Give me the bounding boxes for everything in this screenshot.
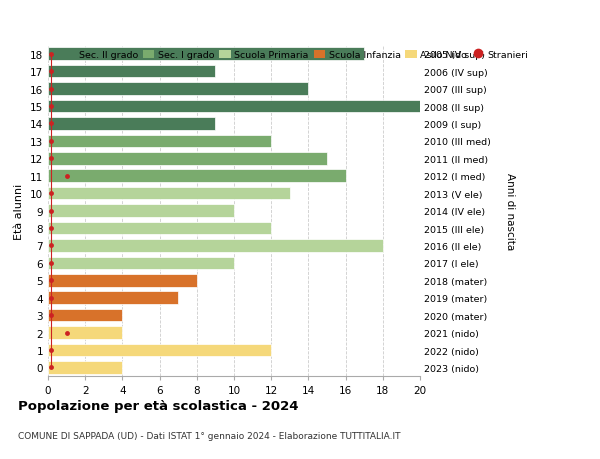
Bar <box>48 153 327 165</box>
Text: Popolazione per età scolastica - 2024: Popolazione per età scolastica - 2024 <box>18 399 299 412</box>
Bar <box>48 187 290 200</box>
Bar <box>48 292 178 304</box>
Bar <box>48 222 271 235</box>
Bar <box>48 135 271 148</box>
Bar <box>48 361 122 374</box>
Bar <box>48 66 215 78</box>
Bar <box>48 240 383 252</box>
Text: COMUNE DI SAPPADA (UD) - Dati ISTAT 1° gennaio 2024 - Elaborazione TUTTITALIA.IT: COMUNE DI SAPPADA (UD) - Dati ISTAT 1° g… <box>18 431 401 441</box>
Bar <box>48 309 122 322</box>
Bar <box>48 48 364 61</box>
Y-axis label: Età alunni: Età alunni <box>14 183 25 239</box>
Bar <box>48 327 122 339</box>
Bar <box>48 205 234 218</box>
Bar <box>48 274 197 287</box>
Y-axis label: Anni di nascita: Anni di nascita <box>505 173 515 250</box>
Legend: Sec. II grado, Sec. I grado, Scuola Primaria, Scuola Infanzia, Asilo Nido, Stran: Sec. II grado, Sec. I grado, Scuola Prim… <box>64 50 528 60</box>
Bar <box>48 344 271 357</box>
Bar <box>48 101 420 113</box>
Bar <box>48 83 308 95</box>
Bar <box>48 170 346 183</box>
Bar <box>48 257 234 269</box>
Bar <box>48 118 215 130</box>
